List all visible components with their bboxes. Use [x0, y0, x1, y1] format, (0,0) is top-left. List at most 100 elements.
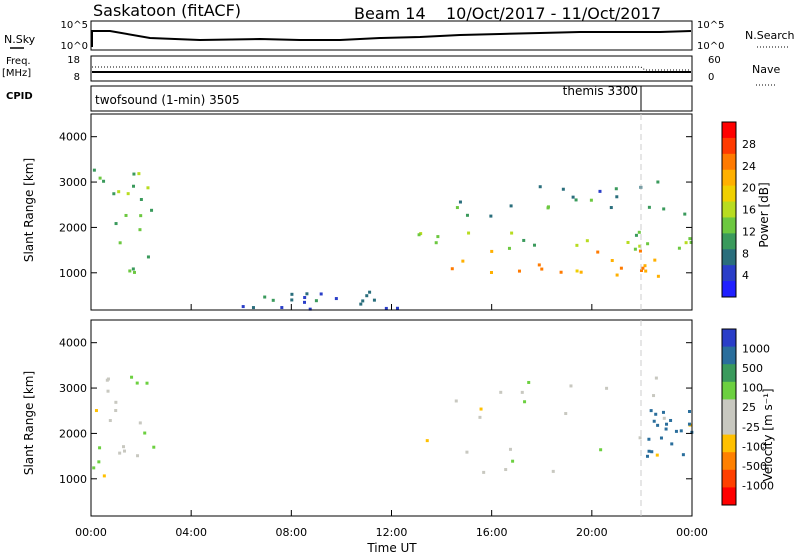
- noise-sky-trace: [91, 30, 692, 47]
- noise-right-tick-bottom: 10^0: [697, 41, 724, 52]
- velocity-cell: [649, 409, 653, 413]
- power-cell: [683, 212, 687, 216]
- velocity-colorbar-tick: -25: [742, 421, 760, 434]
- xtick-label: 04:00: [175, 526, 207, 539]
- velocity-colorbar: 1000 500 100 25 -25 -100 -500 -1000: [721, 328, 774, 506]
- power-cell: [585, 239, 589, 243]
- power-cell: [467, 231, 471, 235]
- power-cell: [575, 269, 579, 273]
- power-cell: [92, 168, 96, 172]
- power-cell: [509, 204, 513, 208]
- power-cell: [559, 270, 563, 274]
- power-cell: [540, 267, 544, 271]
- power-cell: [490, 249, 494, 253]
- power-cell: [609, 206, 613, 210]
- power-cell: [417, 233, 421, 237]
- velocity-cell: [662, 416, 666, 420]
- velocity-cell: [670, 442, 674, 446]
- freq-left-tick-bottom: 8: [74, 72, 80, 83]
- power-cell: [596, 250, 600, 254]
- velocity-heatmap-area: [92, 375, 694, 478]
- power-cell: [419, 232, 423, 236]
- beam-title: Beam 14: [354, 4, 426, 23]
- power-cell: [461, 259, 465, 263]
- power-cell: [290, 298, 294, 302]
- noise-panel: [90, 20, 693, 51]
- power-cell: [314, 299, 318, 303]
- power-cell: [102, 179, 106, 183]
- power-cell: [150, 208, 154, 212]
- power-cell: [615, 273, 619, 277]
- velocity-cell: [479, 407, 483, 411]
- xtick-label: 16:00: [476, 526, 508, 539]
- velocity-cell: [130, 375, 134, 379]
- power-ytick-label: 2000: [59, 221, 87, 234]
- nave-label: Nave: [752, 63, 780, 76]
- velocity-colorbar-tick: 25: [742, 401, 756, 414]
- power-cell: [510, 231, 514, 235]
- power-cell: [139, 197, 143, 201]
- power-cell: [589, 198, 593, 202]
- xtick-label: 00:00: [75, 526, 107, 539]
- velocity-cell: [136, 454, 140, 458]
- velocity-colorbar-cell: [722, 487, 736, 506]
- velocity-cell: [652, 419, 656, 423]
- noise-left-tick-bottom: 10^0: [61, 41, 88, 52]
- power-cell: [384, 306, 388, 310]
- power-cell: [489, 271, 493, 275]
- power-colorbar-cell: [722, 233, 736, 250]
- power-colorbar-tick: 28: [742, 138, 756, 151]
- velocity-cell: [118, 451, 122, 455]
- velocity-cell: [681, 453, 685, 457]
- velocity-cell: [114, 409, 118, 413]
- velocity-cell: [569, 384, 573, 388]
- power-cell: [251, 306, 255, 310]
- velocity-cell: [647, 437, 651, 441]
- power-cell: [522, 238, 526, 242]
- velocity-cell: [135, 381, 139, 385]
- velocity-cell: [679, 429, 683, 433]
- velocity-cell: [102, 474, 106, 478]
- velocity-cell: [114, 400, 118, 404]
- velocity-cell: [425, 439, 429, 443]
- velocity-cell: [655, 453, 659, 457]
- power-cell: [638, 244, 642, 248]
- noise-left-tick-top: 10^5: [61, 20, 88, 31]
- power-cell: [643, 264, 647, 268]
- velocity-cell: [94, 409, 98, 413]
- velocity-cell: [482, 470, 486, 474]
- power-cell: [450, 267, 454, 271]
- velocity-cell: [106, 389, 110, 393]
- power-cell: [537, 263, 541, 267]
- velocity-cell: [664, 427, 668, 431]
- power-cell: [610, 259, 614, 263]
- time-x-axis: 00:00 04:00 08:00 12:00 16:00 20:00 00:00: [75, 304, 708, 539]
- velocity-cell: [478, 415, 482, 419]
- power-cell: [662, 207, 666, 211]
- power-cell: [303, 296, 307, 300]
- power-cell: [598, 189, 602, 193]
- velocity-colorbar-tick: 1000: [742, 343, 770, 356]
- velocity-cell: [98, 446, 102, 450]
- velocity-cell: [687, 422, 691, 426]
- power-ylabel: Slant Range [km]: [22, 158, 36, 262]
- velocity-colorbar-frame: [721, 328, 737, 506]
- velocity-colorbar-cell: [722, 469, 736, 488]
- power-cell: [436, 235, 440, 239]
- power-cell: [639, 268, 643, 272]
- velocity-colorbar-cell: [722, 364, 736, 383]
- power-cell: [455, 206, 459, 210]
- power-colorbar-cell: [722, 137, 736, 155]
- velocity-y-axis: 4000 3000 2000 1000: [59, 337, 692, 486]
- power-cell: [138, 228, 142, 232]
- velocity-colorbar-tick: -100: [742, 440, 767, 453]
- power-colorbar-cell: [722, 249, 736, 266]
- xtick-label: 08:00: [275, 526, 307, 539]
- power-colorbar-tick: 8: [742, 247, 749, 260]
- velocity-cell: [647, 449, 651, 453]
- velocity-cell: [138, 421, 142, 425]
- cpid-mode-1: twofsound (1-min) 3505: [95, 93, 240, 107]
- velocity-cell: [564, 412, 568, 416]
- power-colorbar-cell: [722, 185, 736, 203]
- velocity-colorbar-tick: -500: [742, 460, 767, 473]
